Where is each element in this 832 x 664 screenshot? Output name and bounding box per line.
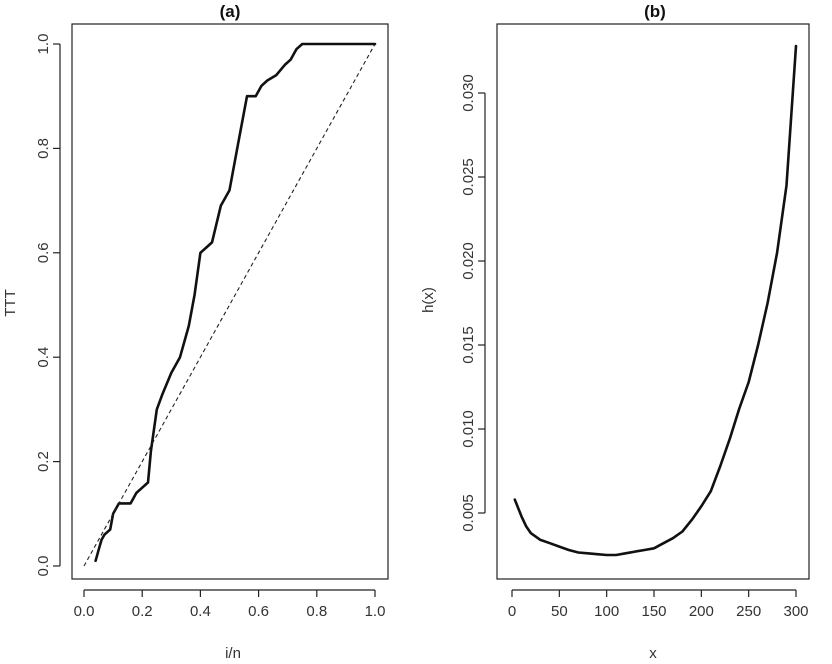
panel-a-x-tick-label: 0.6	[248, 603, 269, 620]
panel-b: (b) 0 50 100 150 200 250 300 0.005 0.010 0.015 0.0…	[420, 2, 810, 662]
panel-b-x-tick-label: 300	[783, 603, 808, 620]
panel-b-title: (b)	[644, 2, 666, 21]
panel-a-series	[83, 42, 377, 567]
panel-b-x-tick-label: 0	[508, 603, 516, 620]
panel-a-y-tick-label: 0.2	[35, 451, 52, 472]
panel-b-series-h-x	[513, 44, 798, 557]
panel-b-y-tick-label: 0.015	[460, 326, 477, 364]
panel-a-title: (a)	[220, 2, 241, 21]
panel-a-x-tick-label: 1.0	[365, 603, 386, 620]
panel-b-x-tick-label: 100	[594, 603, 619, 620]
panel-a-x-tick-label: 0.0	[74, 603, 95, 620]
panel-a-x-tick-label: 0.2	[132, 603, 153, 620]
panel-b-y-axis-label: h(x)	[420, 287, 437, 313]
panel-a-y-tick-label: 1.0	[35, 34, 52, 55]
panel-b-y-tick-label: 0.005	[460, 494, 477, 532]
panel-a-x-tick-label: 0.4	[190, 603, 211, 620]
panel-b-x-tick-label: 50	[551, 603, 568, 620]
panel-a-plot-frame	[71, 23, 389, 580]
panel-b-x-tick-label: 200	[689, 603, 714, 620]
panel-b-y-tick-label: 0.010	[460, 410, 477, 448]
panel-a-y-tick-label: 0.0	[35, 556, 52, 577]
panel-b-x-tick-label: 250	[736, 603, 761, 620]
panel-b-series	[513, 44, 798, 557]
panel-b-plot-frame	[496, 23, 810, 580]
panel-b-x-tick-label: 150	[641, 603, 666, 620]
panel-b-y-tick-label: 0.030	[460, 74, 477, 112]
panel-a-y-tick-label: 0.6	[35, 242, 52, 263]
panel-a-series-diagonal	[83, 43, 376, 567]
panel-a-x-axis-label: i/n	[225, 645, 241, 662]
panel-a-y-tick-label: 0.8	[35, 138, 52, 159]
panel-b-y-tick-label: 0.025	[460, 158, 477, 196]
panel-a-x-tick-label: 0.8	[306, 603, 327, 620]
panel-a-y-axis-label: TTT	[2, 289, 19, 317]
panel-b-x-axis-label: x	[649, 645, 657, 662]
panel-a: (a) 0.0 0.2 0.4 0.6 0.8 1.0 0.0 0.2 0.4 0.6 0.8 1.0…	[2, 2, 389, 662]
panel-a-y-tick-label: 0.4	[35, 347, 52, 368]
panel-b-ticks: 0 50 100 150 200 250 300 0.005 0.010 0.015 0.020 0.…	[460, 74, 809, 620]
panel-a-series-ttt	[94, 42, 377, 563]
panel-b-y-tick-label: 0.020	[460, 242, 477, 280]
panel-a-ticks: 0.0 0.2 0.4 0.6 0.8 1.0 0.0 0.2 0.4 0.6 0.8 1.0	[35, 34, 385, 620]
